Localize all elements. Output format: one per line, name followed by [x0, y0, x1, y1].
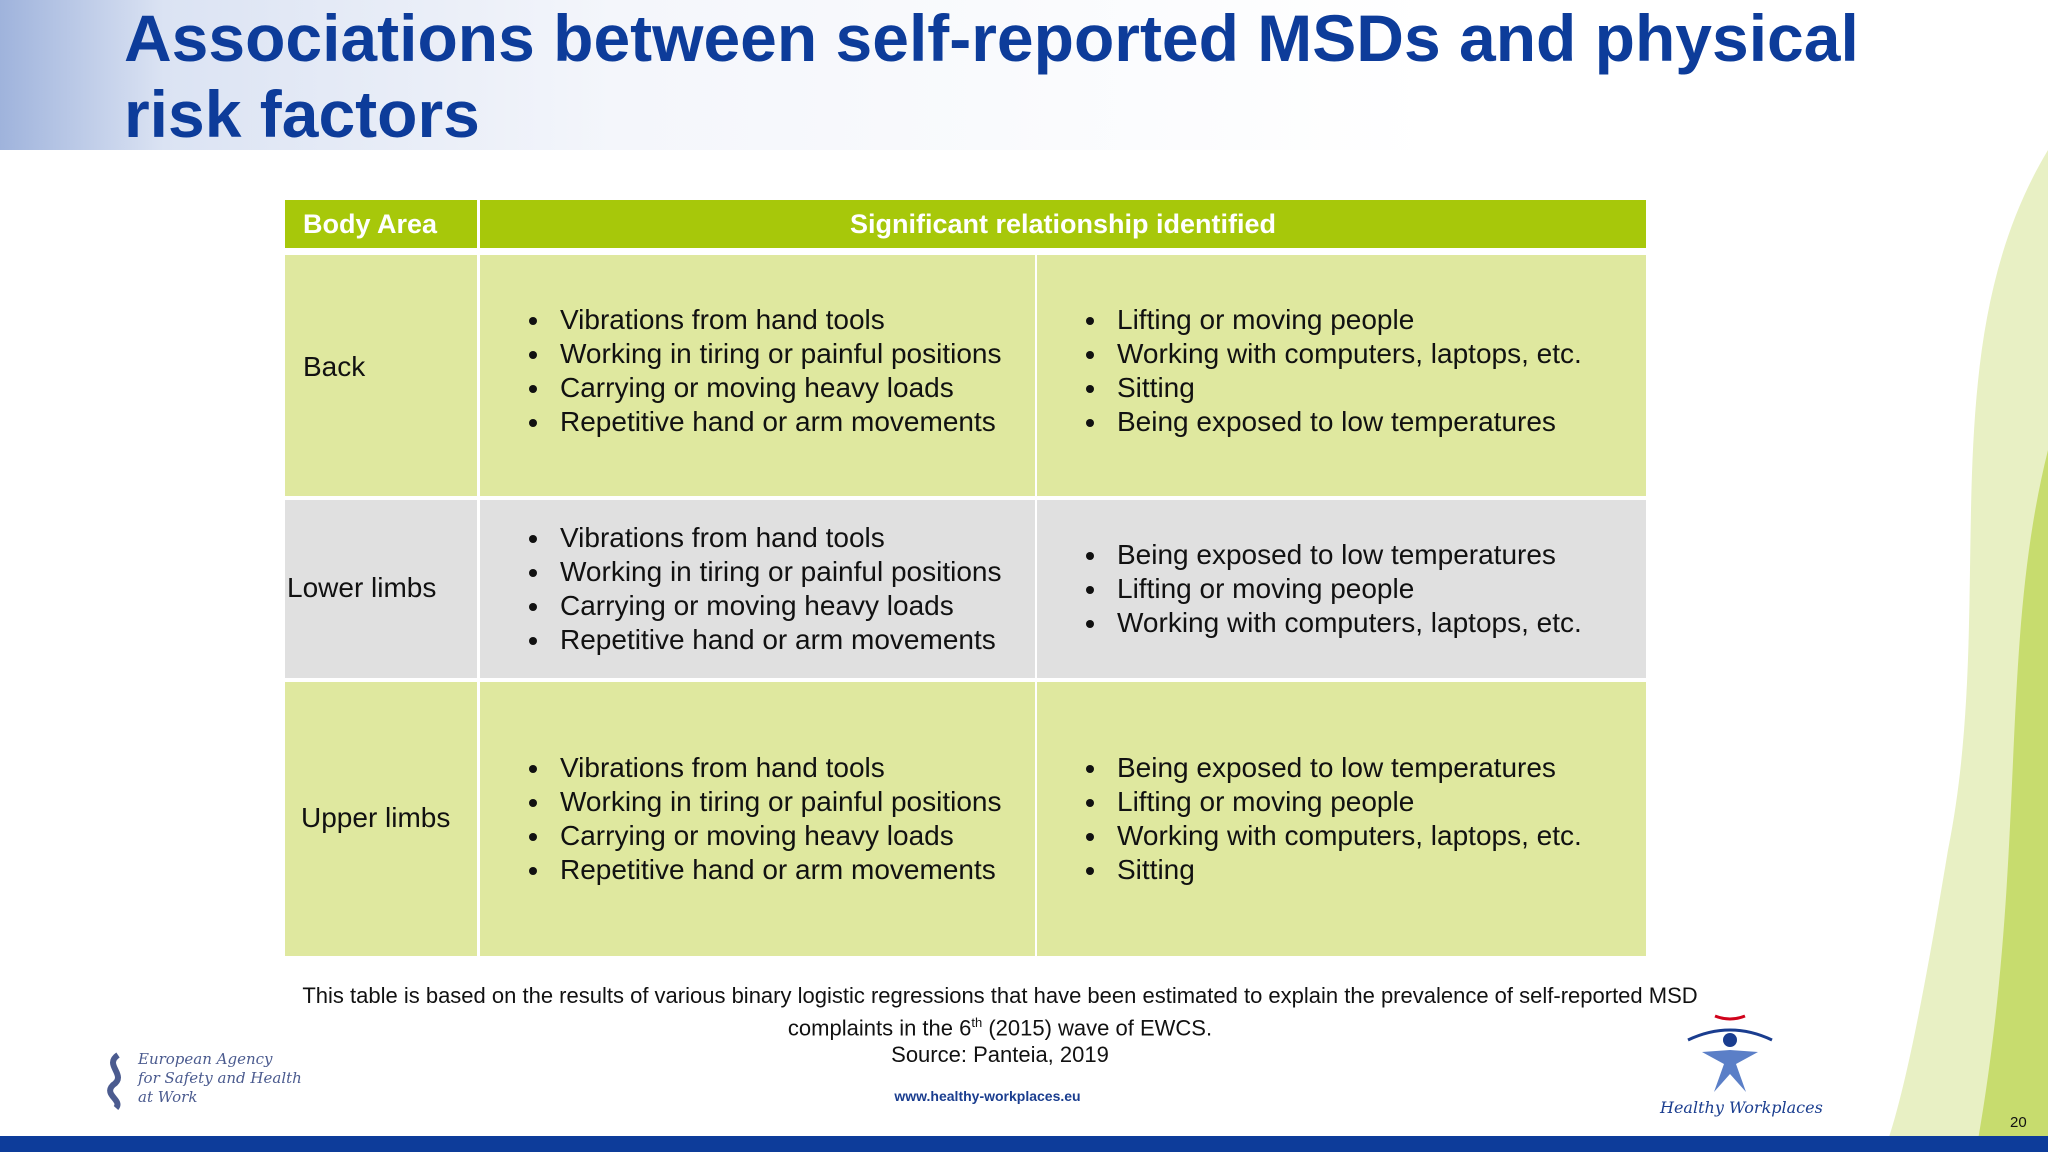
- factor-item: Working in tiring or painful positions: [552, 555, 1001, 589]
- agency-line: for Safety and Health: [138, 1069, 302, 1087]
- factor-cell: Vibrations from hand toolsWorking in tir…: [480, 500, 1035, 678]
- factor-item: Repetitive hand or arm movements: [552, 405, 1001, 439]
- note-text: complaints in the 6: [787, 1015, 972, 1041]
- factor-item: Being exposed to low temperatures: [1109, 538, 1582, 572]
- factor-list: Lifting or moving peopleWorking with com…: [1037, 303, 1582, 439]
- factor-cell: Lifting or moving peopleWorking with com…: [1037, 255, 1646, 496]
- note-line: complaints in the 6th (2015) wave of EWC…: [200, 1009, 1800, 1041]
- factor-list: Being exposed to low temperaturesLifting…: [1037, 751, 1582, 887]
- factor-item: Working with computers, laptops, etc.: [1109, 819, 1582, 853]
- body-area: Upper limbs: [301, 802, 451, 833]
- body-area-cell: Lower limbs: [285, 500, 477, 678]
- factor-item: Vibrations from hand tools: [552, 751, 1001, 785]
- note-line: This table is based on the results of va…: [302, 983, 1698, 1008]
- header-cell: Body Area: [285, 200, 477, 248]
- factor-item: Being exposed to low temperatures: [1109, 751, 1582, 785]
- note-source: Source: Panteia, 2019: [891, 1042, 1109, 1068]
- header-cell: Significant relationship identified: [480, 200, 1646, 248]
- factor-cell: Vibrations from hand toolsWorking in tir…: [480, 682, 1035, 956]
- decor-swoosh: [1888, 150, 2048, 1140]
- factor-item: Vibrations from hand tools: [552, 303, 1001, 337]
- page-number: 20: [2010, 1114, 2027, 1131]
- factor-item: Being exposed to low temperatures: [1109, 405, 1582, 439]
- factor-list: Being exposed to low temperaturesLifting…: [1037, 538, 1582, 640]
- factor-list: Vibrations from hand toolsWorking in tir…: [480, 521, 1001, 657]
- factor-item: Carrying or moving heavy loads: [552, 371, 1001, 405]
- factor-item: Repetitive hand or arm movements: [552, 623, 1001, 657]
- factor-item: Working with computers, laptops, etc.: [1109, 337, 1582, 371]
- factor-cell: Being exposed to low temperaturesLifting…: [1037, 500, 1646, 678]
- factor-cell: Vibrations from hand toolsWorking in tir…: [480, 255, 1035, 496]
- body-area: Back: [303, 351, 366, 382]
- factor-list: Vibrations from hand toolsWorking in tir…: [480, 751, 1001, 887]
- body-area: Lower limbs: [287, 572, 437, 603]
- note-text: (2015) wave of EWCS.: [982, 1015, 1213, 1041]
- factor-item: Lifting or moving people: [1109, 785, 1582, 819]
- footnote: This table is based on the results of va…: [200, 982, 1800, 1068]
- footer-bar: [0, 1136, 2048, 1152]
- factor-cell: Being exposed to low temperaturesLifting…: [1037, 682, 1646, 956]
- note-sup: th: [971, 1015, 983, 1030]
- agency-logo-text: European Agency for Safety and Health at W…: [138, 1050, 302, 1107]
- body-area-cell: Upper limbs: [285, 682, 477, 956]
- agency-line: at Work: [138, 1088, 198, 1106]
- campaign-logo-text: Healthy Workplaces: [1660, 1098, 1823, 1117]
- footer-url[interactable]: www.healthy-workplaces.eu: [894, 1088, 1081, 1104]
- factor-item: Sitting: [1109, 853, 1582, 887]
- factor-item: Sitting: [1109, 371, 1582, 405]
- agency-logo-icon: [107, 1052, 121, 1110]
- factor-item: Lifting or moving people: [1109, 303, 1582, 337]
- factor-item: Working in tiring or painful positions: [552, 337, 1001, 371]
- title-band: [0, 0, 2048, 150]
- body-area-cell: Back: [285, 255, 477, 496]
- factor-item: Lifting or moving people: [1109, 572, 1582, 606]
- slide-title: Associations between self-reported MSDs …: [124, 1, 1859, 151]
- factor-item: Working in tiring or painful positions: [552, 785, 1001, 819]
- factor-item: Carrying or moving heavy loads: [552, 589, 1001, 623]
- factor-item: Carrying or moving heavy loads: [552, 819, 1001, 853]
- factor-item: Working with computers, laptops, etc.: [1109, 606, 1582, 640]
- factor-item: Repetitive hand or arm movements: [552, 853, 1001, 887]
- factor-item: Vibrations from hand tools: [552, 521, 1001, 555]
- campaign-logo-icon: [1687, 1014, 1773, 1092]
- factor-list: Vibrations from hand toolsWorking in tir…: [480, 303, 1001, 439]
- agency-line: European Agency: [138, 1050, 273, 1068]
